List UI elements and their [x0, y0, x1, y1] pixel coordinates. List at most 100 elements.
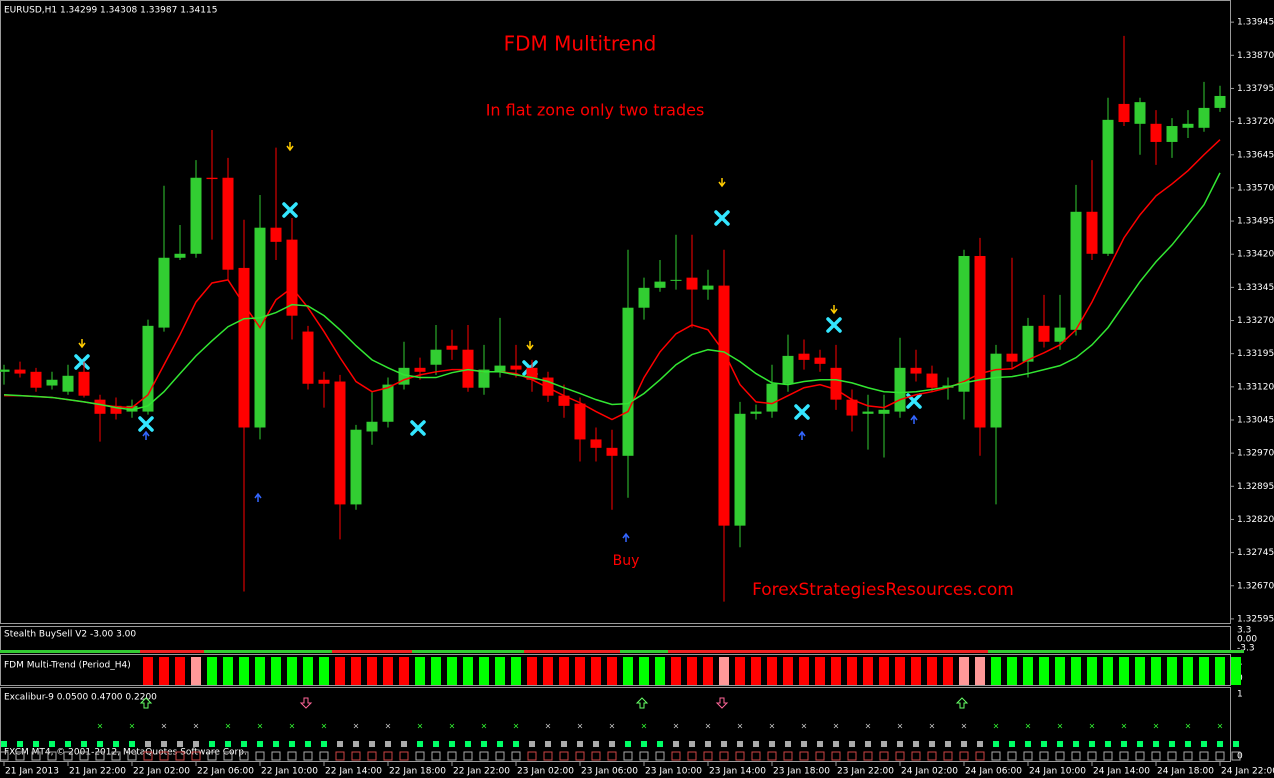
candle-body [366, 421, 378, 432]
state-x: × [161, 722, 168, 731]
candle-body [926, 373, 938, 388]
state-box [559, 751, 569, 761]
stealth-strip [876, 650, 892, 653]
state-box [959, 751, 969, 761]
candle-body [654, 281, 666, 288]
stealth-strip [172, 650, 188, 653]
candle-body [46, 379, 58, 386]
state-box [863, 751, 873, 761]
candle-body [1054, 327, 1066, 342]
state-square [1057, 741, 1063, 747]
candle-body [1070, 211, 1082, 330]
state-square [881, 741, 887, 747]
footer: FXCM MT4, © 2001-2012, MetaQuotes Softwa… [4, 748, 247, 758]
state-square [321, 741, 327, 747]
candle-body [1022, 325, 1034, 362]
trend-bar [351, 657, 361, 685]
state-box [879, 751, 889, 761]
state-box [735, 751, 745, 761]
state-x: × [801, 722, 808, 731]
state-square [913, 741, 919, 747]
state-x: × [865, 722, 872, 731]
candle-body [1038, 325, 1050, 342]
trend-bar [175, 657, 185, 685]
state-box [1055, 751, 1065, 761]
annotation: In flat zone only two trades [486, 101, 705, 120]
signal-up [910, 414, 918, 424]
signal-down [78, 339, 86, 349]
stealth-strip [428, 650, 444, 653]
state-box [1151, 751, 1161, 761]
state-x: × [385, 722, 392, 731]
state-box [975, 751, 985, 761]
trend-bar [943, 657, 953, 685]
candle-body [430, 349, 442, 365]
state-box [447, 751, 457, 761]
state-square [577, 741, 583, 747]
candle-body [126, 405, 138, 412]
trend-bar [287, 657, 297, 685]
stealth-strip [844, 650, 860, 653]
state-square [193, 741, 199, 747]
trend-bar [383, 657, 393, 685]
state-box [95, 751, 105, 761]
state-square [785, 741, 791, 747]
state-square [433, 741, 439, 747]
stealth-strip [332, 650, 348, 653]
state-box [351, 751, 361, 761]
candle-body [1102, 119, 1114, 254]
state-square [1, 741, 7, 747]
excalibur-arrow [139, 697, 153, 709]
candle-body [1086, 211, 1098, 254]
state-x: × [609, 722, 616, 731]
trend-bar [1135, 657, 1145, 685]
state-box [1039, 751, 1049, 761]
state-square [1121, 741, 1127, 747]
state-x: × [961, 722, 968, 731]
stealth-strip [1004, 650, 1020, 653]
excalibur-arrow [299, 697, 313, 709]
trend-bar [335, 657, 345, 685]
y-tick-label: 1.32970 [1237, 449, 1274, 459]
state-square [337, 741, 343, 747]
state-box [607, 751, 617, 761]
state-box [79, 751, 89, 761]
stealth-strip [1116, 650, 1132, 653]
stealth-strip [620, 650, 636, 653]
state-square [257, 741, 263, 747]
state-square [225, 741, 231, 747]
candle-body [830, 367, 842, 400]
trend-bar [367, 657, 377, 685]
stealth-strip [156, 650, 172, 653]
candle-body [702, 285, 714, 290]
trend-bar [1023, 657, 1033, 685]
trend-bar [863, 657, 873, 685]
trend-bar [927, 657, 937, 685]
state-box [1087, 751, 1097, 761]
stealth-strip [220, 650, 236, 653]
chart-title: FDM Multitrend [504, 32, 657, 56]
trend-bar [1103, 657, 1113, 685]
state-box [639, 751, 649, 761]
trend-bar [415, 657, 425, 685]
trend-bar [575, 657, 585, 685]
multitrend-panel [0, 654, 1231, 686]
state-box [63, 751, 73, 761]
candle-body [862, 411, 874, 414]
candle-body [0, 369, 10, 372]
candle-body [190, 177, 202, 254]
state-x: × [769, 722, 776, 731]
trend-bar [991, 657, 1001, 685]
trend-bar [1119, 657, 1129, 685]
trend-bar [527, 657, 537, 685]
state-square [593, 741, 599, 747]
state-square [305, 741, 311, 747]
state-box [367, 751, 377, 761]
state-x: × [257, 722, 264, 731]
trend-bar [239, 657, 249, 685]
state-square [513, 741, 519, 747]
state-square [961, 741, 967, 747]
state-square [1041, 741, 1047, 747]
x-tick-label: 24 Jan 22:00 [1221, 767, 1274, 777]
